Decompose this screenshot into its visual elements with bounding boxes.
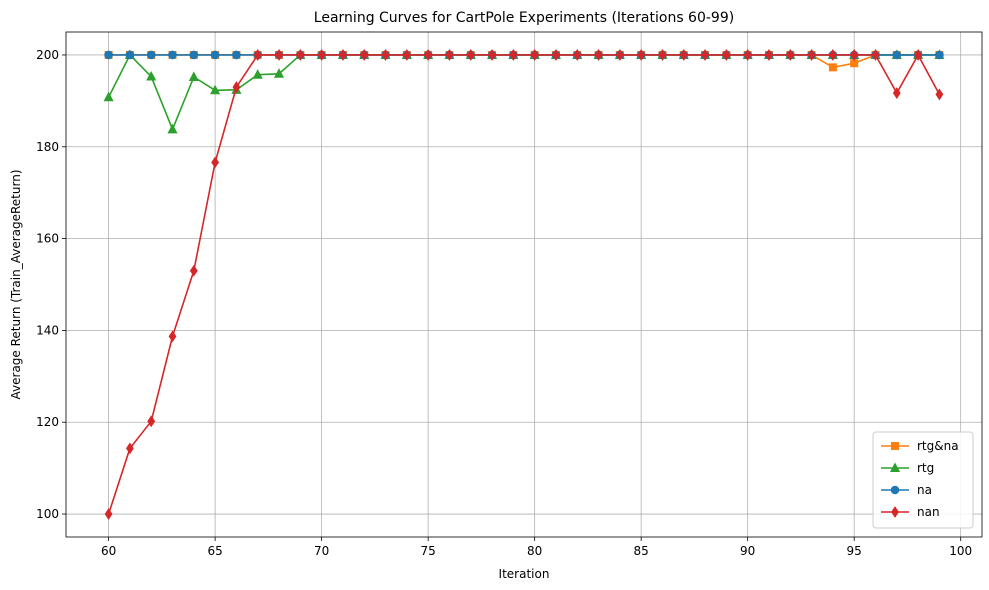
data-point: [828, 63, 837, 72]
data-point: [679, 49, 688, 61]
legend-label: rtg: [917, 461, 934, 475]
x-tick-label: 75: [420, 544, 435, 558]
y-tick-label: 140: [36, 323, 59, 337]
data-point: [892, 50, 902, 60]
series-group: [103, 49, 945, 520]
data-point: [402, 49, 411, 61]
x-tick-label: 90: [740, 544, 755, 558]
data-point: [168, 330, 177, 343]
legend-box: [872, 431, 974, 529]
data-point: [275, 49, 283, 61]
legend-marker: [889, 462, 901, 472]
y-tick-label: 120: [36, 415, 59, 429]
data-point: [360, 49, 369, 61]
legend-marker: [891, 442, 899, 450]
data-point: [273, 68, 285, 78]
y-tick-label: 100: [36, 507, 59, 521]
legend-label: na: [917, 483, 932, 497]
y-tick-label: 160: [36, 232, 59, 246]
series-nan: [104, 49, 944, 520]
x-tick-label: 85: [634, 544, 649, 558]
y-tick-label: 200: [36, 48, 59, 62]
legend-item: rtg&na: [881, 439, 959, 453]
data-point: [167, 123, 178, 134]
data-point: [210, 50, 220, 60]
data-point: [466, 49, 475, 61]
x-tick-label: 65: [207, 544, 222, 558]
data-point: [786, 49, 795, 61]
x-tick-label: 60: [101, 544, 116, 558]
data-point: [637, 49, 646, 61]
data-point: [252, 69, 263, 79]
data-point: [253, 49, 262, 61]
data-point: [594, 49, 603, 61]
data-point: [871, 49, 880, 61]
legend-label: nan: [917, 505, 940, 519]
y-axis-label: Average Return (Train_AverageReturn): [9, 170, 23, 400]
x-tick-label: 70: [314, 544, 329, 558]
data-point: [530, 49, 539, 61]
data-point: [445, 49, 454, 61]
data-point: [125, 50, 135, 60]
x-tick-label: 100: [949, 544, 972, 558]
data-point: [615, 49, 624, 61]
data-point: [211, 156, 220, 169]
data-point: [424, 49, 433, 61]
data-point: [743, 49, 752, 61]
y-tick-label: 180: [36, 140, 59, 154]
data-point: [296, 49, 305, 61]
plot-area-frame: [65, 31, 983, 538]
legend-item: nan: [881, 505, 940, 519]
data-point: [126, 442, 134, 455]
data-point: [104, 50, 113, 60]
data-point: [701, 49, 709, 61]
data-point: [188, 71, 199, 81]
data-point: [552, 49, 560, 61]
data-point: [807, 49, 816, 61]
legend-marker: [890, 485, 900, 495]
axis-ticks: 60 65 70 75 80 85 90 95 100 100 120 140 160 180 200: [36, 48, 972, 558]
data-point: [722, 49, 731, 61]
data-point: [914, 49, 922, 61]
data-point: [104, 508, 113, 520]
data-point: [189, 264, 198, 277]
data-point: [509, 49, 518, 61]
chart-title: Learning Curves for CartPole Experiments…: [314, 10, 734, 26]
x-tick-label: 80: [527, 544, 542, 558]
data-point: [892, 87, 901, 99]
data-point: [935, 50, 944, 60]
data-point: [573, 49, 582, 61]
data-point: [935, 88, 944, 101]
data-point: [658, 49, 667, 61]
data-point: [210, 84, 221, 95]
data-point: [168, 50, 177, 60]
series-line: [107, 54, 941, 515]
data-point: [146, 50, 156, 60]
legend-marker: [891, 506, 899, 518]
legend-item: rtg: [881, 461, 934, 475]
data-point: [828, 49, 837, 61]
legend: rtg&na rtg na nan: [872, 431, 974, 529]
x-axis-label: Iteration: [499, 567, 550, 581]
data-point: [488, 49, 496, 61]
legend-label: rtg&na: [917, 439, 959, 453]
data-point: [381, 49, 390, 61]
grid-lines: [66, 32, 982, 537]
data-point: [146, 70, 157, 81]
data-point: [317, 49, 326, 61]
data-point: [103, 91, 114, 102]
legend-item: na: [881, 483, 932, 497]
data-point: [765, 49, 773, 61]
data-point: [850, 49, 859, 61]
data-point: [232, 81, 241, 93]
data-point: [189, 50, 199, 60]
data-point: [147, 415, 156, 428]
data-point: [232, 50, 241, 60]
x-tick-label: 95: [847, 544, 862, 558]
data-point: [339, 49, 347, 61]
